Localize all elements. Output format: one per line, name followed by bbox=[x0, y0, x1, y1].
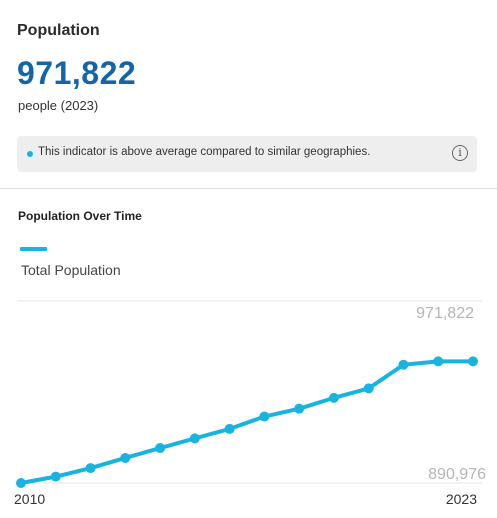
population-subtitle: people (2023) bbox=[18, 98, 99, 113]
x-tick-label-start: 2010 bbox=[14, 491, 45, 507]
info-banner: This indicator is above average compared… bbox=[17, 136, 477, 172]
y-tick-label-max: 971,822 bbox=[416, 305, 474, 322]
page-title: Population bbox=[17, 22, 100, 39]
data-point-2014[interactable] bbox=[155, 443, 166, 454]
data-point-2018[interactable] bbox=[294, 403, 305, 414]
info-icon[interactable]: i bbox=[452, 145, 468, 161]
data-point-2013[interactable] bbox=[120, 452, 131, 463]
chart-title: Population Over Time bbox=[18, 209, 142, 223]
y-tick-label-min: 890,976 bbox=[428, 466, 486, 483]
population-line-chart: 971,822 890,976 2010 2023 bbox=[14, 300, 486, 507]
data-point-2011[interactable] bbox=[50, 471, 61, 482]
series-line bbox=[20, 359, 473, 485]
population-value: 971,822 bbox=[17, 55, 137, 91]
data-point-2015[interactable] bbox=[189, 433, 200, 444]
data-point-2017[interactable] bbox=[259, 411, 270, 422]
data-point-2021[interactable] bbox=[398, 359, 409, 370]
divider bbox=[0, 188, 497, 189]
data-point-2016[interactable] bbox=[224, 423, 235, 434]
legend-label: Total Population bbox=[21, 262, 121, 278]
data-point-2023[interactable] bbox=[468, 356, 478, 367]
data-point-2022[interactable] bbox=[433, 356, 444, 367]
bullet-dot-icon bbox=[27, 151, 33, 157]
x-tick-label-end: 2023 bbox=[446, 491, 477, 507]
data-point-2020[interactable] bbox=[363, 383, 374, 394]
data-point-2012[interactable] bbox=[85, 463, 96, 474]
info-text: This indicator is above average compared… bbox=[38, 146, 371, 158]
data-point-2010[interactable] bbox=[16, 478, 26, 488]
legend-swatch bbox=[20, 247, 47, 251]
data-point-2019[interactable] bbox=[328, 392, 339, 403]
